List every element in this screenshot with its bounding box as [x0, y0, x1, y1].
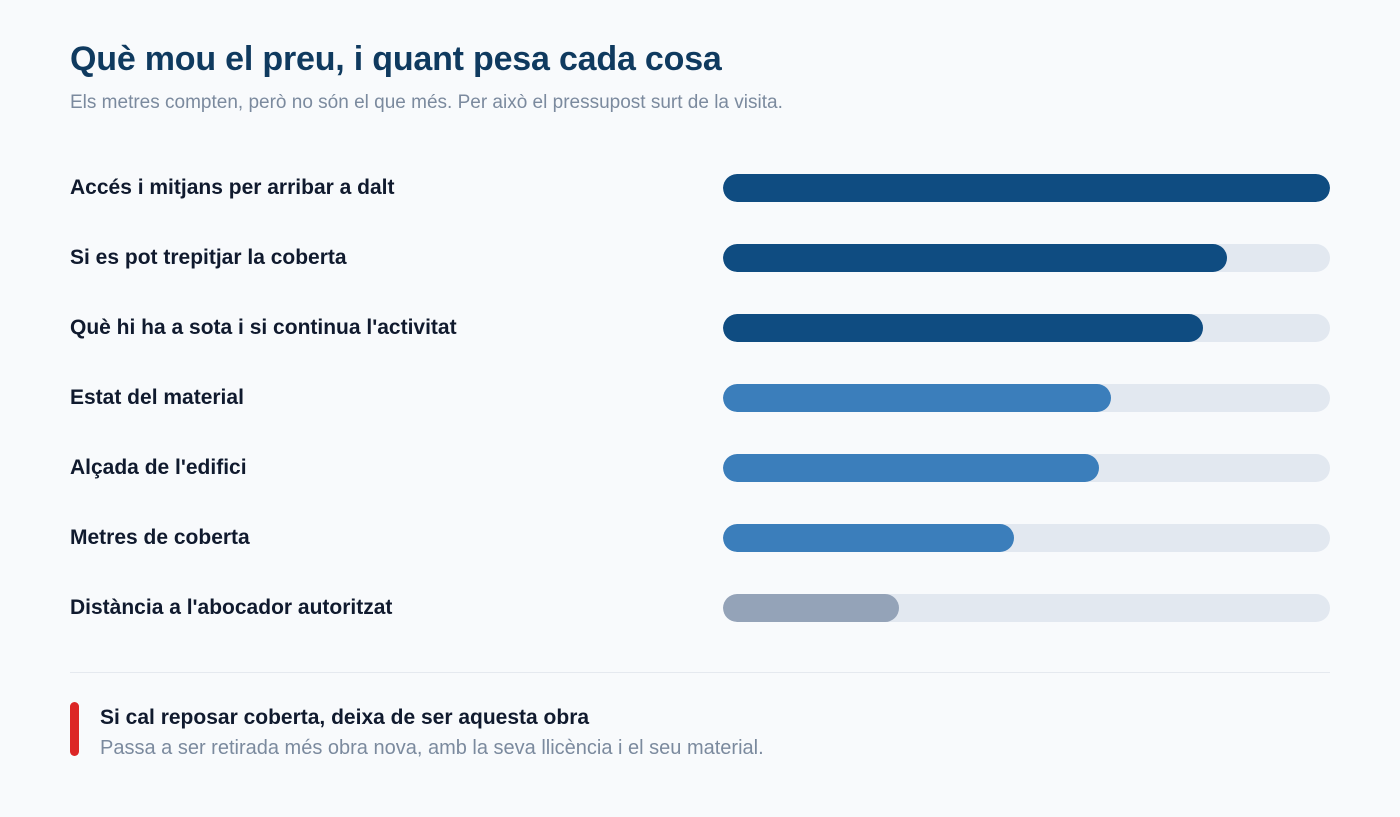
bar-track [723, 524, 1330, 552]
chart-row: Metres de coberta [70, 516, 1330, 560]
chart-row: Distància a l'abocador autoritzat [70, 586, 1330, 630]
category-label: Accés i mitjans per arribar a dalt [70, 176, 395, 199]
chart-row: Estat del material [70, 376, 1330, 420]
bar [723, 454, 1100, 482]
bar-track [723, 174, 1330, 202]
category-label: Què hi ha a sota i si continua l'activit… [70, 316, 457, 339]
category-label: Estat del material [70, 386, 244, 409]
bar-track [723, 384, 1330, 412]
chart-row: Accés i mitjans per arribar a dalt [70, 166, 1330, 210]
category-label: Distància a l'abocador autoritzat [70, 596, 393, 619]
bar [723, 314, 1203, 342]
chart-card: Què mou el preu, i quant pesa cada cosa … [70, 0, 1330, 817]
bar-track [723, 594, 1330, 622]
bar [723, 174, 1330, 202]
bar [723, 244, 1227, 272]
category-label: Metres de coberta [70, 526, 250, 549]
bar [723, 384, 1112, 412]
note-text: Passa a ser retirada més obra nova, amb … [100, 737, 764, 759]
chart-row: Si es pot trepitjar la coberta [70, 236, 1330, 280]
chart-row: Què hi ha a sota i si continua l'activit… [70, 306, 1330, 350]
divider [70, 672, 1330, 673]
chart-row: Alçada de l'edifici [70, 446, 1330, 490]
category-label: Alçada de l'edifici [70, 456, 247, 479]
note-accent-bar [70, 702, 79, 756]
note-title: Si cal reposar coberta, deixa de ser aqu… [100, 706, 590, 729]
bar [723, 524, 1015, 552]
bar-track [723, 314, 1330, 342]
bar-track [723, 244, 1330, 272]
page-title: Què mou el preu, i quant pesa cada cosa [70, 40, 722, 78]
page-subtitle: Els metres compten, però no són el que m… [70, 92, 783, 113]
category-label: Si es pot trepitjar la coberta [70, 246, 347, 269]
bar [723, 594, 900, 622]
bar-track [723, 454, 1330, 482]
note-callout: Si cal reposar coberta, deixa de ser aqu… [70, 702, 1330, 759]
